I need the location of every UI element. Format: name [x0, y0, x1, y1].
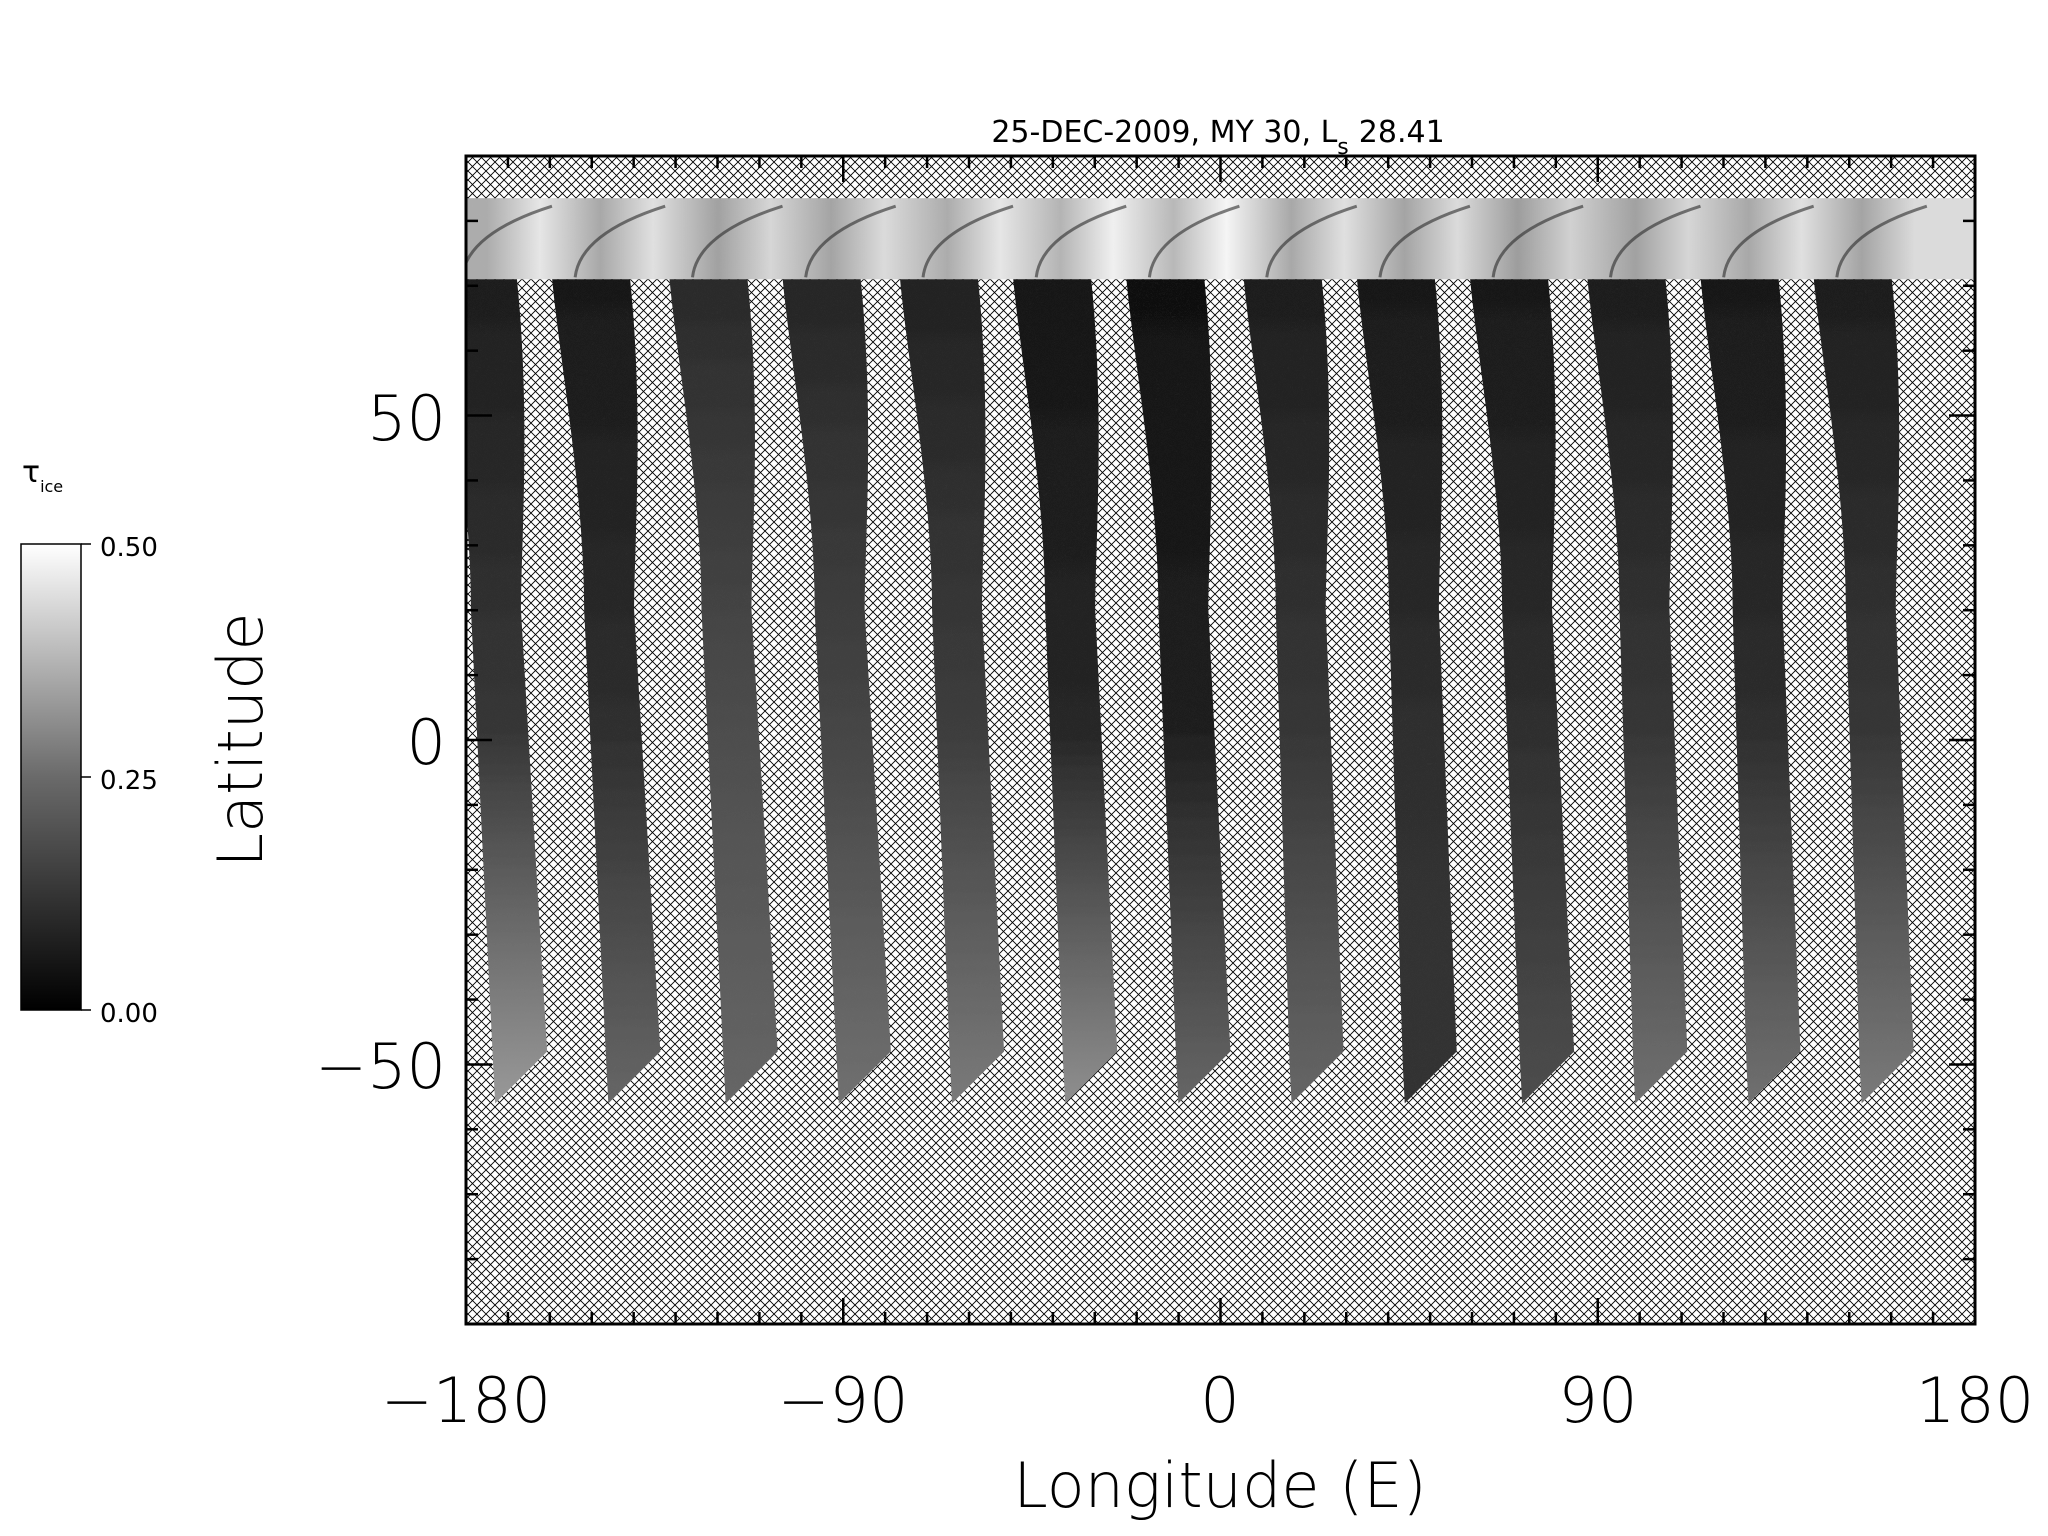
orbit-swath: [1700, 279, 1801, 1104]
orbit-swath: [1587, 279, 1688, 1104]
orbit-swath: [1013, 279, 1118, 1104]
band-seam: [573, 204, 666, 278]
orbit-swath: [1470, 279, 1575, 1104]
y-axis: −50 0 50 Latitude: [204, 382, 446, 1103]
orbit-swath: [552, 279, 661, 1104]
colorbar-label: τice: [22, 455, 63, 496]
chart-title: 25-DEC-2009, MY 30, Ls 28.41: [991, 115, 1444, 160]
band-seam: [804, 204, 897, 278]
orbit-swath: [669, 279, 778, 1104]
orbit-swath: [1126, 279, 1231, 1104]
band-seam: [1034, 204, 1127, 278]
colorbar-tick-label: 0.25: [100, 766, 158, 796]
x-axis: −180 −90 0 90 180 Longitude (E): [381, 1364, 2034, 1522]
colorbar-tick-label: 0.50: [100, 533, 158, 563]
band-seam: [1835, 204, 1928, 278]
tick-layer: [464, 154, 1977, 1326]
x-tick-label: −90: [778, 1364, 909, 1437]
band-seam: [1265, 204, 1358, 278]
orbit-swath: [782, 279, 891, 1104]
colorbar-gradient: [20, 543, 82, 1011]
x-tick-label: 0: [1200, 1364, 1239, 1437]
band-seam: [921, 204, 1014, 278]
x-tick-label: −180: [381, 1364, 551, 1437]
y-tick-label: 0: [407, 706, 446, 779]
y-axis-label: Latitude: [204, 612, 277, 867]
band-seam: [1491, 204, 1584, 278]
band-seam: [1378, 204, 1471, 278]
band-seam: [1608, 204, 1701, 278]
band-seam: [1147, 204, 1240, 278]
x-tick-label: 180: [1916, 1364, 2034, 1437]
y-tick-label: −50: [315, 1030, 446, 1103]
y-tick-label: 50: [367, 382, 446, 455]
orbit-swath: [900, 279, 1005, 1104]
orbit-swath: [1356, 279, 1457, 1104]
band-seam: [1722, 204, 1815, 278]
plot-area: [464, 154, 1977, 1326]
orbit-swath: [466, 279, 548, 1104]
colorbar-tick-label: 0.00: [100, 999, 158, 1029]
swath-layer: [466, 198, 1975, 1104]
x-axis-label: Longitude (E): [1013, 1449, 1426, 1522]
band-seam: [466, 204, 553, 268]
colorbar: τice 0.50 0.25 0.00: [20, 455, 158, 1029]
orbit-swath: [1813, 279, 1914, 1104]
x-tick-label: 90: [1559, 1364, 1638, 1437]
band-seam: [691, 204, 783, 278]
orbit-swath: [1243, 279, 1344, 1104]
